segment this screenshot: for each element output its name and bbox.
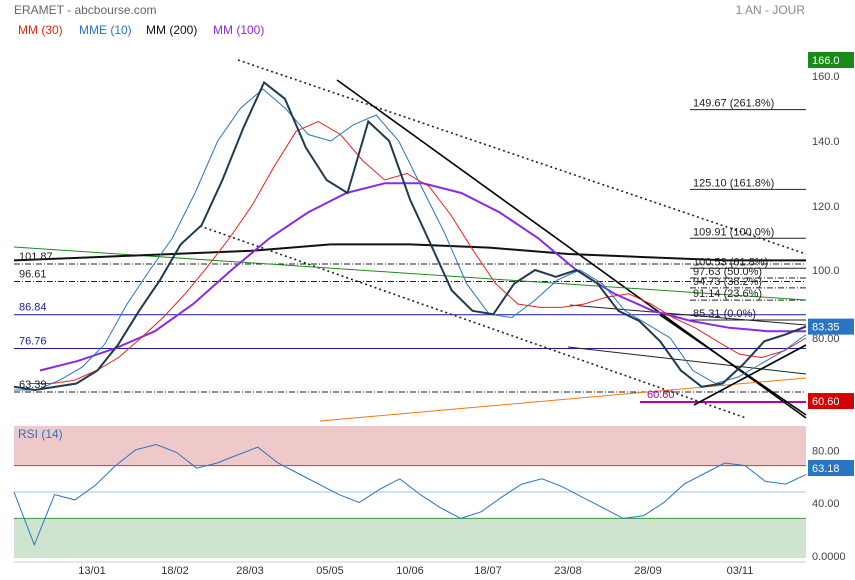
support-trend-line xyxy=(319,377,807,422)
upper-channel-line xyxy=(237,59,807,255)
fib-level-label: 100.53 (61.8%) xyxy=(693,256,768,268)
rsi-line xyxy=(13,443,807,547)
legend-mme10: MME (10) xyxy=(79,23,132,37)
legend-mm30: MM (30) xyxy=(18,23,63,37)
x-axis: 13/01 18/02 28/03 05/05 10/06 18/07 23/08 28/09… xyxy=(14,561,806,577)
y-tick-label: 120.0 xyxy=(812,201,840,213)
y-tick-label: 140.0 xyxy=(812,136,840,148)
y-axis: 60.0080.00100.0120.0140.0160.00.000040.0… xyxy=(812,71,846,563)
rsi-tick-label: 80.00 xyxy=(812,445,840,457)
rsi-tick-label: 0.0000 xyxy=(812,551,846,563)
legend: MM (30) MME (10) MM (200) MM (100) xyxy=(18,23,264,37)
chart-title: ERAMET - abcbourse.com xyxy=(14,3,157,17)
fib-level-label: 85.31 (0.0%) xyxy=(693,308,756,320)
rsi-panel: RSI (14) xyxy=(13,426,807,558)
fib-level-label: 94.73 (38.2%) xyxy=(693,276,762,288)
price-badges: 166.0 83.35 60.60 63.18 xyxy=(808,52,854,476)
y-tick-label: 100.0 xyxy=(812,265,840,277)
price-level-label: 101.87 xyxy=(19,251,53,263)
x-tick-label: 18/02 xyxy=(161,565,189,577)
wedge-upper-line xyxy=(569,304,807,326)
mm30-line xyxy=(30,120,807,384)
price-level-label: 63.39 xyxy=(19,379,47,391)
last-price-badge-bg xyxy=(808,318,854,335)
mm100-line xyxy=(39,182,806,372)
support-label: 60.60 xyxy=(647,389,675,401)
price-line xyxy=(13,80,807,392)
rising-trend-line xyxy=(693,344,807,406)
wedge-lower-line xyxy=(567,346,807,375)
rsi-tick-label: 40.00 xyxy=(812,498,840,510)
fib-level-label: 91.14 (23.6%) xyxy=(693,288,762,300)
main-panel xyxy=(13,59,807,422)
x-tick-label: 03/11 xyxy=(727,565,754,577)
rsi-overbought-zone xyxy=(14,426,806,466)
mm200-line xyxy=(13,243,806,262)
main-labels: 149.67 (261.8%) 125.10 (161.8%) 109.91 (10… xyxy=(19,98,774,401)
period-label: 1 AN - JOUR xyxy=(736,3,806,17)
short-downtrend-line xyxy=(659,314,807,416)
x-tick-label: 28/09 xyxy=(634,565,662,577)
x-tick-label: 23/08 xyxy=(554,565,582,577)
x-tick-label: 05/05 xyxy=(316,565,344,577)
fib-level-label: 97.63 (50.0%) xyxy=(693,266,762,278)
mme10-line xyxy=(14,88,807,391)
main-series xyxy=(13,80,807,392)
top-price-badge: 166.0 xyxy=(812,55,840,67)
rsi-oversold-zone xyxy=(14,518,806,558)
x-tick-label: 18/07 xyxy=(474,565,502,577)
support-price-badge-bg xyxy=(808,393,854,410)
fib-level-label: 125.10 (161.8%) xyxy=(693,177,774,189)
top-price-badge-bg xyxy=(808,52,854,68)
x-tick-label: 28/03 xyxy=(236,565,264,577)
price-level-label: 96.61 xyxy=(19,269,47,281)
legend-mm100: MM (100) xyxy=(213,23,264,37)
fib-level-label: 149.67 (261.8%) xyxy=(693,98,774,110)
rsi-title: RSI (14) xyxy=(18,427,63,441)
last-price-badge: 83.35 xyxy=(812,322,840,334)
lower-channel-line xyxy=(199,225,747,419)
support-price-badge: 60.60 xyxy=(812,396,840,408)
rsi-value-badge: 63.18 xyxy=(812,463,840,475)
rsi-value-badge-bg xyxy=(808,460,854,476)
y-tick-label: 80.00 xyxy=(812,333,840,345)
y-tick-label: 160.0 xyxy=(812,71,840,83)
legend-mm200: MM (200) xyxy=(146,23,197,37)
x-tick-label: 10/06 xyxy=(396,565,424,577)
x-tick-label: 13/01 xyxy=(78,565,106,577)
fib-level-label: 109.91 (100.0%) xyxy=(693,226,774,238)
price-level-label: 76.76 xyxy=(19,336,47,348)
price-level-label: 86.84 xyxy=(19,302,47,314)
